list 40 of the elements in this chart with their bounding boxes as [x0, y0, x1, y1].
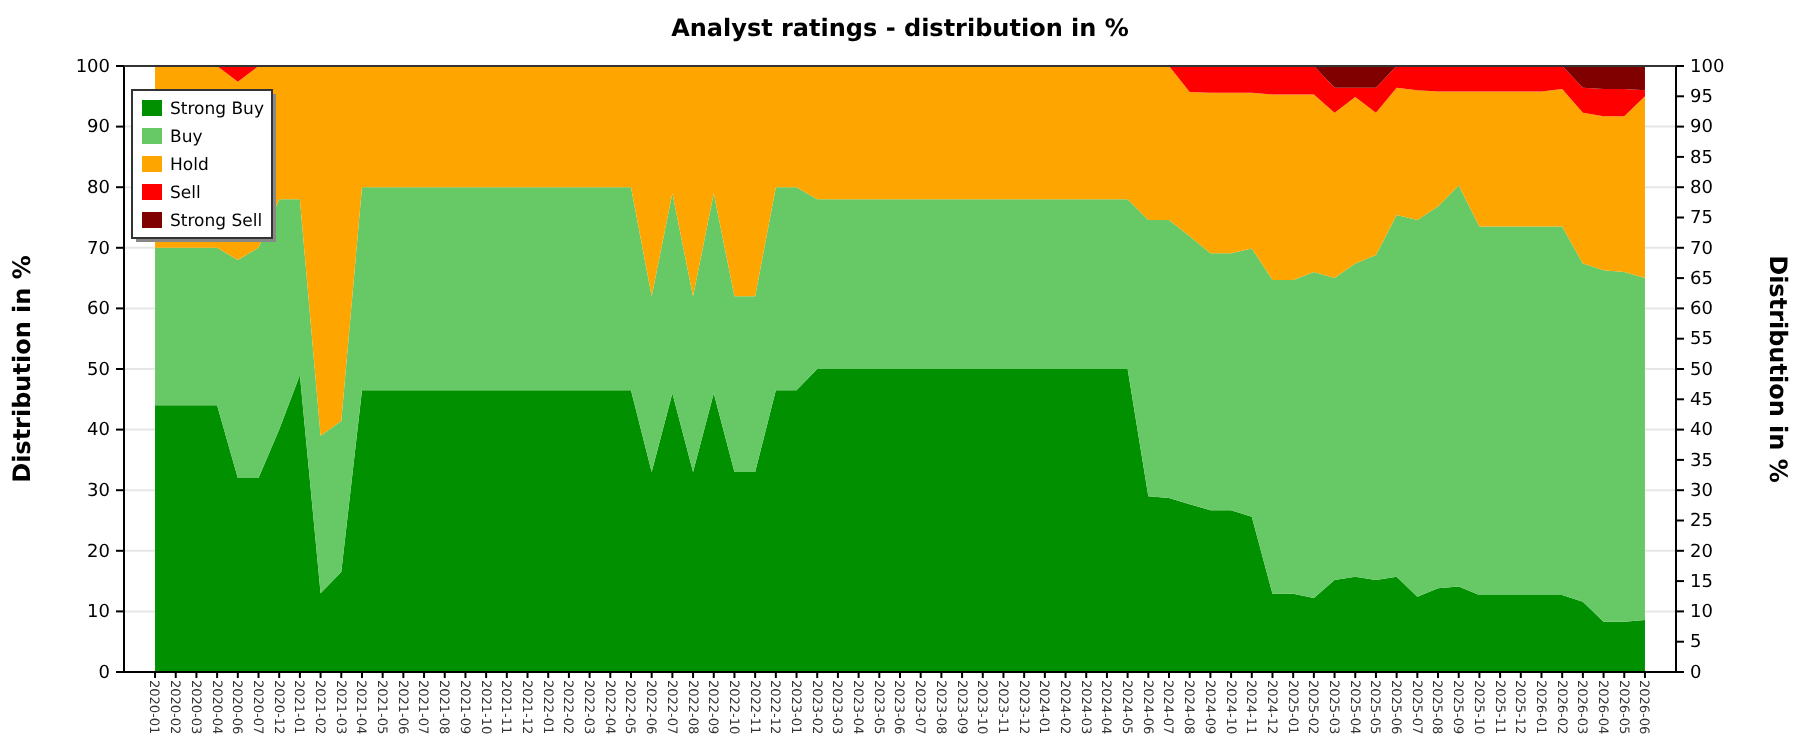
y2-tick-label: 65: [1690, 269, 1713, 290]
chart-title: Analyst ratings - distribution in %: [671, 14, 1129, 42]
y-tick-label: 0: [98, 663, 111, 684]
y-tick-label: 40: [87, 421, 111, 442]
y2-axis-title: Distribution in %: [1764, 255, 1792, 483]
y2-tick-label: 55: [1690, 330, 1713, 351]
y2-tick-label: 90: [1690, 118, 1714, 139]
y2-tick-label: 5: [1690, 633, 1702, 654]
y2-tick-label: 20: [1690, 542, 1714, 563]
y-tick-label: 60: [87, 300, 111, 321]
y-axis-title: Distribution in %: [8, 255, 36, 483]
y-tick-label: 100: [75, 57, 111, 78]
y2-tick-label: 40: [1690, 421, 1714, 442]
y-tick-label: 90: [87, 118, 111, 139]
y2-tick-label: 30: [1690, 481, 1714, 502]
y-tick-label: 80: [87, 178, 111, 199]
y-tick-label: 20: [87, 542, 111, 563]
y2-tick-label: 75: [1690, 209, 1713, 230]
y2-tick-label: 15: [1690, 572, 1713, 593]
y2-tick-label: 50: [1690, 360, 1714, 381]
legend-label: Buy: [170, 127, 203, 148]
y-tick-label: 50: [87, 360, 111, 381]
y2-tick-label: 95: [1690, 88, 1713, 109]
y-tick-label: 30: [87, 481, 111, 502]
legend-label: Strong Sell: [170, 211, 263, 232]
y2-tick-label: 0: [1690, 663, 1702, 684]
legend-label: Hold: [170, 155, 209, 176]
legend-label: Strong Buy: [170, 99, 264, 120]
y2-tick-label: 85: [1690, 148, 1713, 169]
y-tick-label: 70: [87, 239, 111, 260]
y-tick-label: 10: [87, 603, 111, 624]
y2-tick-label: 70: [1690, 239, 1714, 260]
y2-tick-label: 100: [1690, 57, 1725, 78]
y2-tick-label: 80: [1690, 178, 1714, 199]
legend-label: Sell: [170, 183, 201, 204]
y2-tick-label: 25: [1690, 512, 1713, 533]
y2-tick-label: 35: [1690, 451, 1713, 472]
y2-tick-label: 10: [1690, 603, 1714, 624]
y2-tick-label: 45: [1690, 391, 1713, 412]
y2-tick-label: 60: [1690, 300, 1714, 321]
